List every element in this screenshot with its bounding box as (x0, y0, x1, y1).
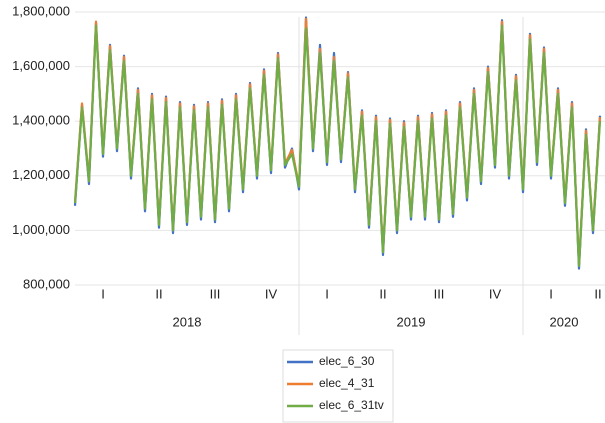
y-tick-label: 1,600,000 (12, 58, 70, 73)
x-tick-label: II (379, 286, 386, 301)
x-tick-label: I (325, 286, 329, 301)
x-tick-label: II (594, 286, 601, 301)
y-tick-label: 1,200,000 (12, 167, 70, 182)
y-tick-label: 1,000,000 (12, 222, 70, 237)
x-group-label: 2020 (550, 314, 579, 329)
x-tick-label: II (155, 286, 162, 301)
y-tick-label: 1,400,000 (12, 113, 70, 128)
x-tick-label: III (434, 286, 445, 301)
legend-label: elec_4_31 (319, 376, 375, 390)
legend-label: elec_6_31tv (319, 398, 384, 412)
x-tick-label: III (210, 286, 221, 301)
x-tick-label: I (101, 286, 105, 301)
series-line (73, 24, 602, 267)
x-group-label: 2018 (173, 314, 202, 329)
x-tick-label: IV (489, 286, 502, 301)
x-tick-label: IV (265, 286, 278, 301)
x-tick-label: I (549, 286, 553, 301)
y-tick-label: 800,000 (23, 276, 70, 291)
legend-label: elec_6_30 (319, 354, 375, 368)
y-tick-label: 1,800,000 (12, 3, 70, 18)
x-group-label: 2019 (397, 314, 426, 329)
